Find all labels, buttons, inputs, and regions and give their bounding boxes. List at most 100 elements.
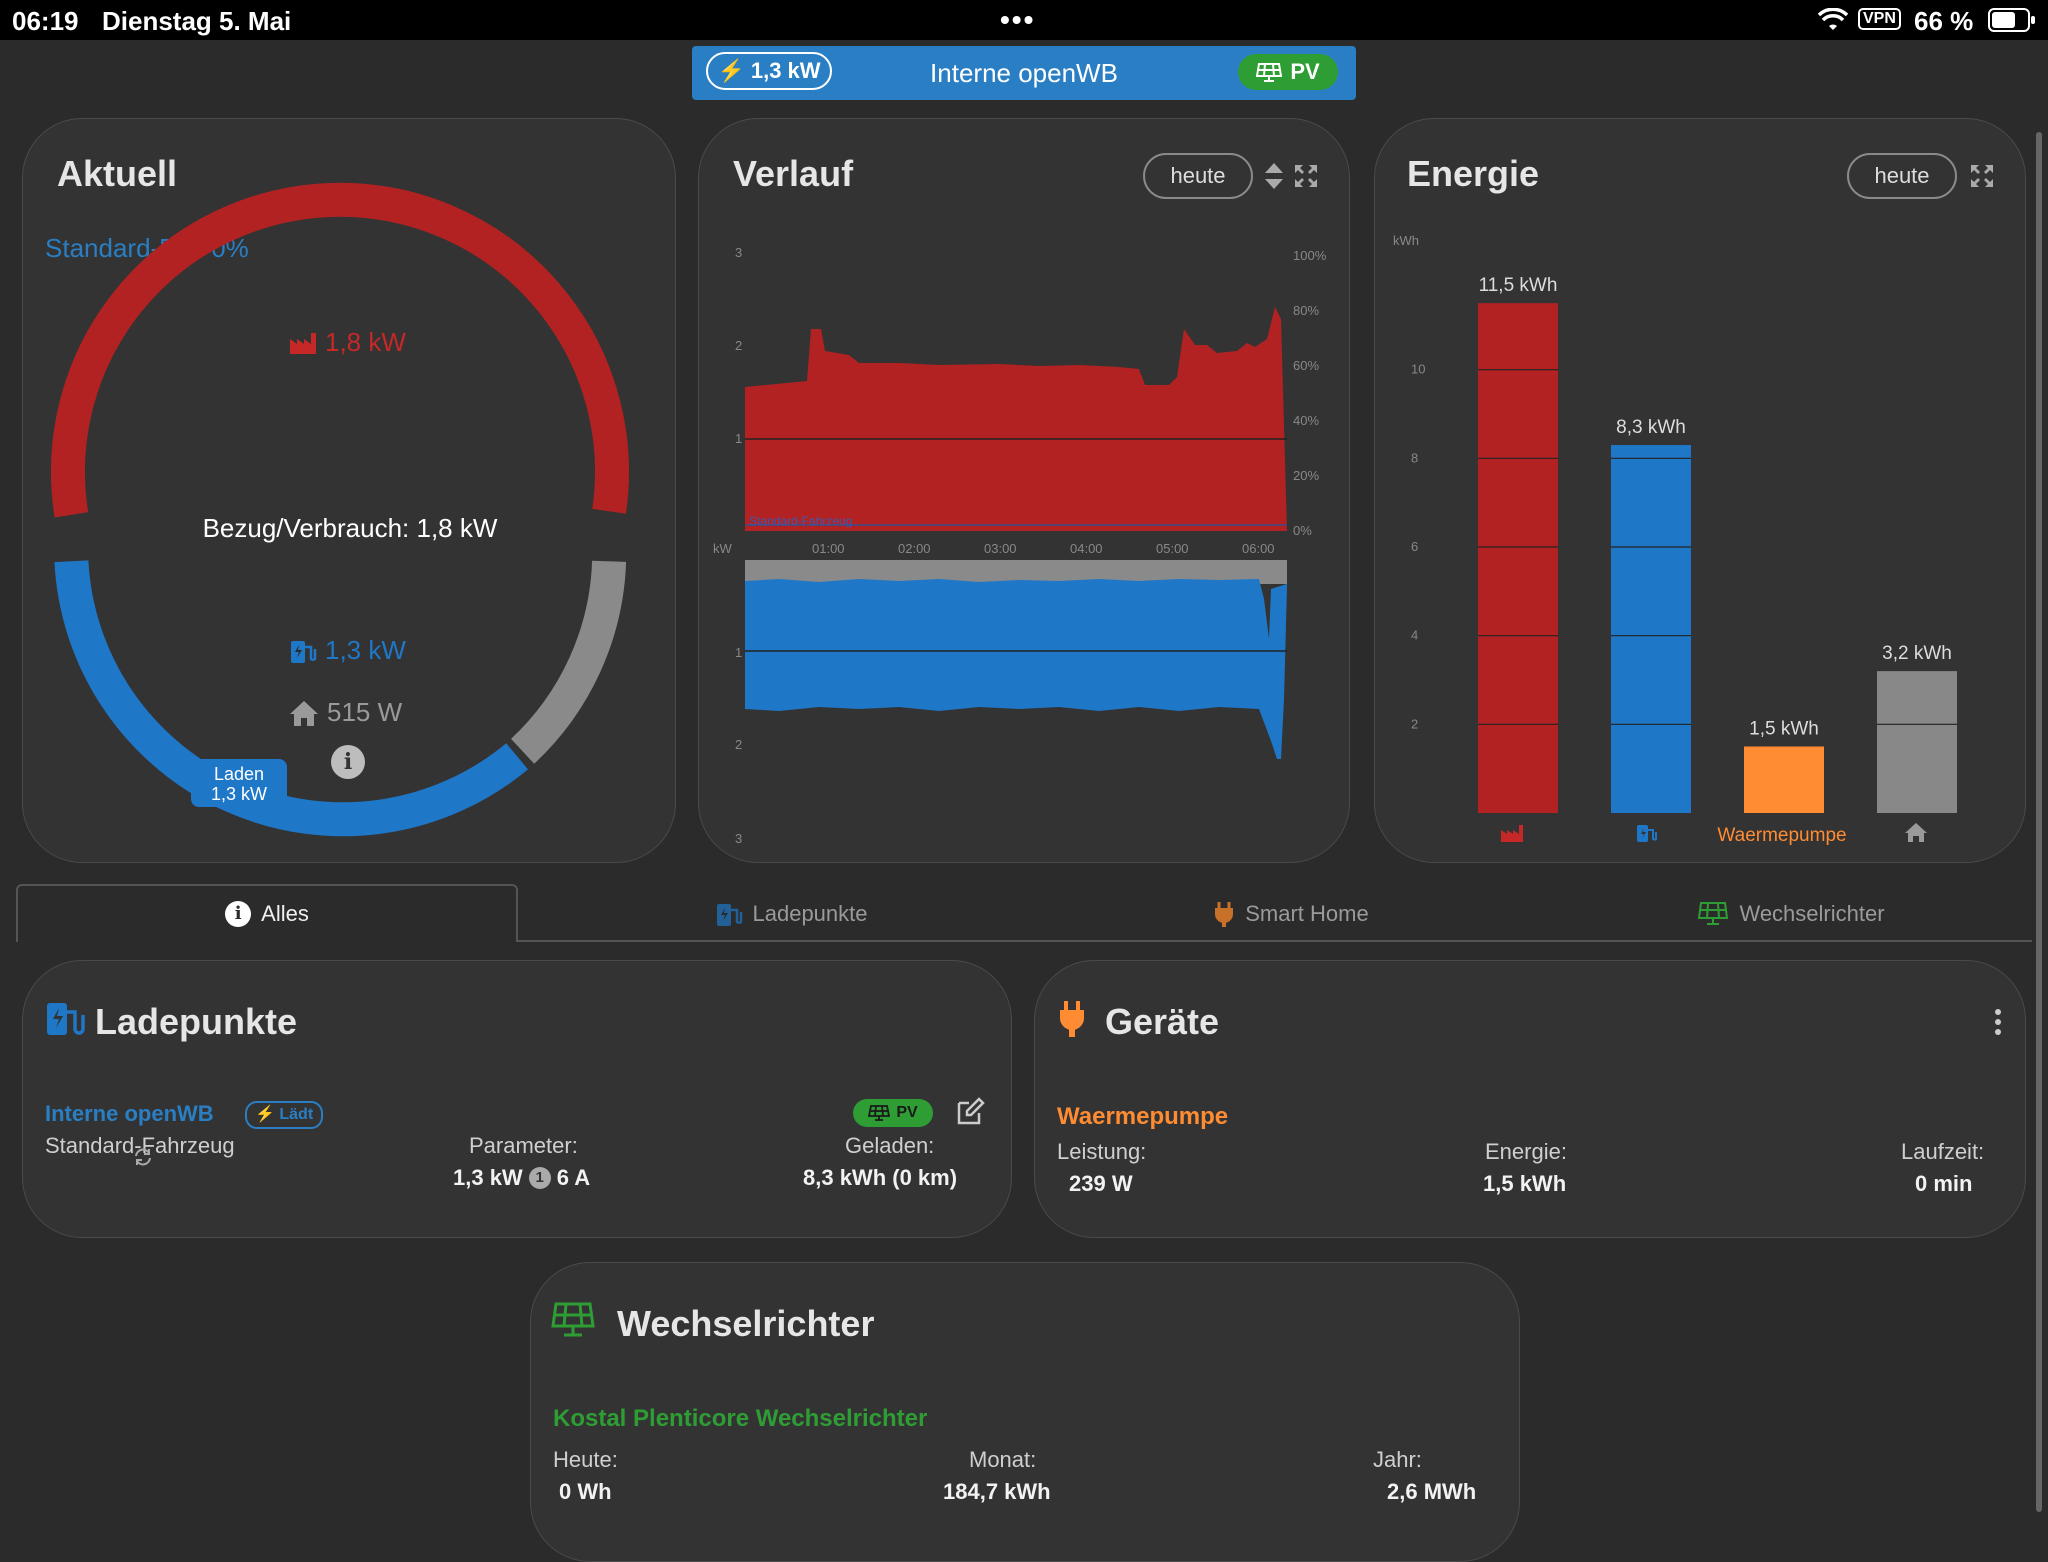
charging-status-badge: ⚡ Lädt [245, 1101, 324, 1129]
y-tick: 6 [1411, 539, 1418, 554]
y-tick-pct: 80% [1293, 303, 1319, 318]
header-power: 1,3 kW [750, 58, 821, 83]
tab-ladepunkte[interactable]: Ladepunkte [540, 886, 1042, 942]
edit-icon[interactable] [955, 1097, 985, 1127]
history-chart: 3 2 1 100% 80% 60% 40% 20% 0% kW 01:00 0… [713, 245, 1327, 846]
multitask-dots-icon[interactable]: ••• [1000, 4, 1036, 35]
grid-import-area [745, 307, 1287, 531]
solar-panel-icon [551, 1302, 595, 1337]
grid-power-value: 1,8 kW [325, 327, 406, 357]
more-menu-icon[interactable] [1995, 1009, 2001, 1035]
bolt-icon: ⚡ [717, 58, 745, 83]
x-tick: 03:00 [984, 541, 1017, 556]
charger-icon [1637, 825, 1657, 842]
factory-icon [290, 332, 316, 354]
device-name[interactable]: Waermepumpe [1057, 1103, 1229, 1130]
verlauf-range-button[interactable]: heute [1143, 153, 1253, 199]
center-summary: Bezug/Verbrauch: 1,8 kW [202, 513, 498, 543]
y-tick: 10 [1411, 362, 1425, 377]
runtime-value: 0 min [1915, 1171, 1973, 1196]
x-tick: 01:00 [812, 541, 845, 556]
series-label-vehicle: Standard-Fahrzeug [749, 514, 852, 528]
energy-bar-value-label: 8,3 kWh [1616, 417, 1686, 438]
house-power: 515 W [289, 697, 402, 728]
info-icon: i [225, 901, 252, 927]
scrollbar[interactable] [2036, 132, 2042, 1512]
energy-bar-netz [1478, 303, 1558, 813]
plug-icon [1060, 1001, 1084, 1037]
ladepunkte-title: Ladepunkte [95, 1001, 298, 1042]
charge-power-value: 1,3 kW [325, 635, 406, 665]
factory-icon [1501, 825, 1523, 842]
parameter-power: 1,3 kW [453, 1165, 523, 1190]
bar-category-icons: Waermepumpe [1501, 823, 1927, 846]
aktuell-card: Aktuell Standard-Fa.: 0% 1,8 kW Bezug/Ve… [22, 118, 676, 863]
refresh-icon[interactable] [133, 1147, 153, 1167]
expand-icon[interactable] [1293, 163, 1319, 189]
energie-title: Energie [1407, 153, 1540, 194]
solar-panel-icon [1256, 63, 1283, 82]
tab-alles[interactable]: i Alles [16, 886, 518, 942]
x-tick: 06:00 [1242, 541, 1275, 556]
solar-panel-icon [868, 1105, 891, 1121]
geraete-title: Geräte [1105, 1001, 1220, 1042]
y-tick: 2 [1411, 716, 1418, 731]
tab-smart-home-label: Smart Home [1245, 901, 1369, 926]
chargepoint-name[interactable]: Interne openWB [45, 1101, 214, 1126]
charge-arc [54, 560, 528, 837]
y-tick-pct: 100% [1293, 248, 1327, 263]
charge-power: 1,3 kW [289, 635, 406, 666]
y-tick: 8 [1411, 450, 1418, 465]
header-pv: PV [1290, 59, 1320, 84]
tab-smart-home[interactable]: Smart Home [1040, 886, 1542, 942]
energie-range-button[interactable]: heute [1847, 153, 1957, 199]
pv-mode-label: PV [896, 1104, 918, 1121]
y-tick-pct: 20% [1293, 468, 1319, 483]
y-tick: 4 [1411, 628, 1418, 643]
expand-icon[interactable] [1969, 163, 1995, 189]
month-label: Monat: [969, 1447, 1037, 1472]
parameter-label: Parameter: [469, 1133, 578, 1158]
inverter-name[interactable]: Kostal Plenticore Wechselrichter [553, 1405, 928, 1432]
energy-bar-value-label: 11,5 kWh [1479, 275, 1558, 296]
charge-badge-label: Laden [213, 764, 265, 784]
energy-bar-value-label: 3,2 kWh [1882, 643, 1952, 664]
tab-wechselrichter[interactable]: Wechselrichter [1540, 886, 2042, 942]
y-tick-top: 1 [735, 431, 742, 446]
x-unit-label: kW [713, 541, 733, 556]
battery-icon [1988, 8, 2035, 32]
tab-active-frame [16, 884, 518, 942]
vpn-badge: VPN [1858, 8, 1901, 30]
house-icon [1905, 823, 1927, 842]
month-value: 184,7 kWh [943, 1479, 1051, 1504]
house-icon [290, 700, 318, 726]
info-icon[interactable]: i [331, 745, 365, 779]
vehicle-name[interactable]: Standard-Fahrzeug [45, 1133, 235, 1158]
energy-bar-chart: kWh 10 8 6 4 2 11,5 kWh 8,3 kWh 1,5 kWh 3,2 kWh… [1393, 233, 1957, 846]
pv-mode-badge[interactable]: PV [853, 1099, 933, 1127]
runtime-label: Laufzeit: [1901, 1139, 1985, 1164]
charged-value: 8,3 kWh (0 km) [803, 1165, 958, 1190]
x-tick: 02:00 [898, 541, 931, 556]
verlauf-card: Verlauf heute 3 2 1 100% 80% 60% 40% 20%… [698, 118, 1350, 863]
tab-wechselrichter-label: Wechselrichter [1739, 901, 1885, 926]
header-title: Interne openWB [930, 58, 1118, 88]
energy-bar-ladepunkte [1611, 445, 1691, 813]
year-value: 2,6 MWh [1387, 1479, 1477, 1504]
tab-underline [16, 940, 2032, 942]
verlauf-title: Verlauf [733, 153, 854, 194]
wechselrichter-card: Wechselrichter Kostal Plenticore Wechsel… [530, 1262, 1520, 1562]
year-label: Jahr: [1373, 1447, 1422, 1472]
sort-icon[interactable] [1263, 161, 1285, 191]
x-tick: 04:00 [1070, 541, 1103, 556]
house-arc [510, 560, 627, 764]
energy-bar-waermepumpe [1744, 746, 1824, 813]
y-tick-bottom: 2 [735, 737, 742, 752]
charge-badge: Laden 1,3 kW [191, 759, 287, 807]
charger-icon [47, 1003, 85, 1035]
chargepoint-header[interactable]: ⚡ 1,3 kW Interne openWB PV [692, 46, 1356, 100]
energy-label: Energie: [1485, 1139, 1567, 1164]
aktuell-title: Aktuell [57, 153, 178, 194]
y-tick-top: 3 [735, 245, 742, 260]
grid-power: 1,8 kW [289, 327, 406, 358]
